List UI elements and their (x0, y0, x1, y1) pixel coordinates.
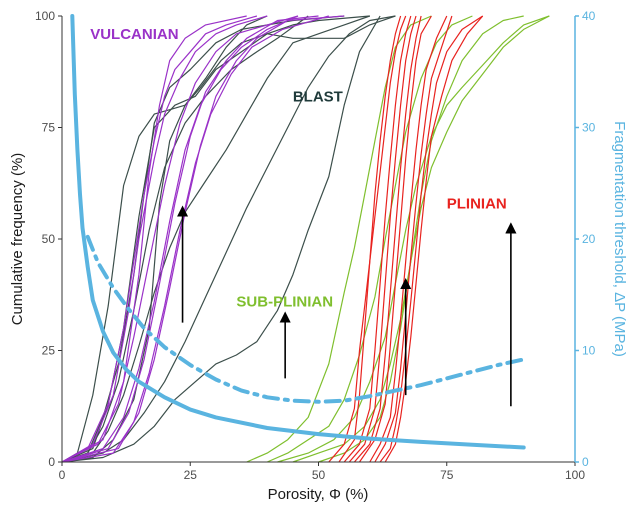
plinian-series-31 (384, 15, 484, 463)
y-left-tick-label: 25 (42, 344, 56, 358)
plinian-series-23 (338, 15, 402, 463)
blast-series-5 (61, 15, 370, 463)
blast-series-6 (61, 15, 396, 463)
threshold-curve-solid (70, 14, 526, 450)
y-right-tick-label: 20 (582, 232, 596, 246)
label-plinian: PLINIAN (447, 195, 507, 212)
x-axis-title: Porosity, Φ (%) (268, 486, 369, 503)
x-tick-label: 100 (565, 468, 585, 482)
distribution-series (61, 15, 550, 463)
blast-series-8 (61, 15, 396, 463)
vulcanian-series-16 (61, 15, 247, 463)
plinian-series-27 (359, 15, 432, 463)
plinian-series-30 (379, 15, 484, 463)
label-vulcanian: VULCANIAN (90, 26, 178, 43)
plinian-series-29 (374, 15, 453, 463)
y-right-tick-label: 10 (582, 344, 596, 358)
y-left-tick-label: 0 (48, 455, 55, 469)
x-tick-label: 25 (184, 468, 198, 482)
label-blast: BLAST (293, 88, 343, 105)
y-right-tick-label: 40 (582, 9, 596, 23)
x-tick-label: 75 (440, 468, 454, 482)
sub-plinian-series-18 (266, 15, 473, 463)
x-tick-label: 50 (312, 468, 326, 482)
y-left-tick-label: 100 (35, 9, 55, 23)
vulcanian-series-15 (61, 15, 345, 463)
blast-series-7 (61, 15, 381, 463)
y-right-tick-label: 0 (582, 455, 589, 469)
plinian-series-24 (343, 15, 412, 463)
vulcanian-series-12 (61, 15, 299, 463)
threshold-curve-dashdot (85, 234, 526, 404)
blast-series-4 (61, 15, 309, 463)
label-sub-plinian: SUB-PLINIAN (236, 293, 333, 310)
plinian-series-28 (369, 15, 448, 463)
blast-series-2 (61, 15, 345, 463)
plinian-series-26 (353, 15, 422, 463)
threshold-curves (70, 14, 526, 450)
group-labels: VULCANIAN BLAST SUB-PLINIAN PLINIAN (90, 26, 507, 311)
y-left-tick-label: 75 (42, 121, 56, 135)
y-axis-right-title: Fragmentation threshold, ΔP (MPa) (611, 121, 628, 357)
plinian-series-22 (328, 15, 407, 463)
y-right-tick-label: 30 (582, 121, 596, 135)
sub-plinian-series-21 (318, 15, 524, 463)
arrows (176, 205, 517, 407)
vulcanian-series-13 (61, 15, 319, 463)
blast-series-3 (61, 15, 370, 463)
vulcanian-series-11 (61, 15, 299, 463)
blast-series-1 (61, 15, 268, 463)
vulcanian-series-10 (61, 15, 268, 463)
y-left-tick-label: 50 (42, 232, 56, 246)
y-axis-left-title: Cumulative frequency (%) (9, 153, 26, 326)
sub-plinian-series-17 (246, 15, 432, 463)
plinian-series-25 (348, 15, 417, 463)
x-tick-label: 0 (59, 468, 66, 482)
